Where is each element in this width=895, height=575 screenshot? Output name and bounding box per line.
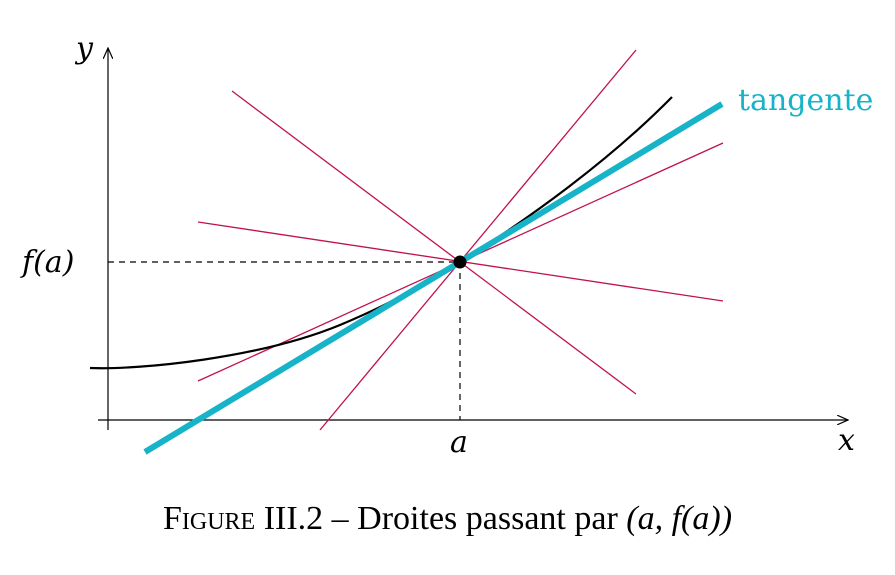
point-x-label: a xyxy=(450,425,468,460)
caption-dash: – xyxy=(331,500,349,537)
function-curve xyxy=(89,96,673,370)
y-axis-label: y xyxy=(74,31,94,66)
caption-number: III.2 xyxy=(263,500,324,537)
secant-line-3 xyxy=(319,49,637,431)
tangent-line xyxy=(143,101,724,455)
figure-caption: Figure III.2 – Droites passant par (a, f… xyxy=(0,500,895,538)
secant-lines xyxy=(197,49,724,431)
caption-figure-word: Figure xyxy=(162,500,256,537)
point-a-fa xyxy=(453,255,467,269)
secant-line-1 xyxy=(231,90,637,395)
point-y-label: f(a) xyxy=(20,245,74,280)
caption-text: Droites passant par xyxy=(357,500,618,537)
tangent-label: tangente xyxy=(738,83,873,118)
caption-math: (a, f(a)) xyxy=(626,500,733,537)
x-axis-label: x xyxy=(838,423,855,458)
figure-diagram: y x a f(a) tangente xyxy=(20,31,873,460)
